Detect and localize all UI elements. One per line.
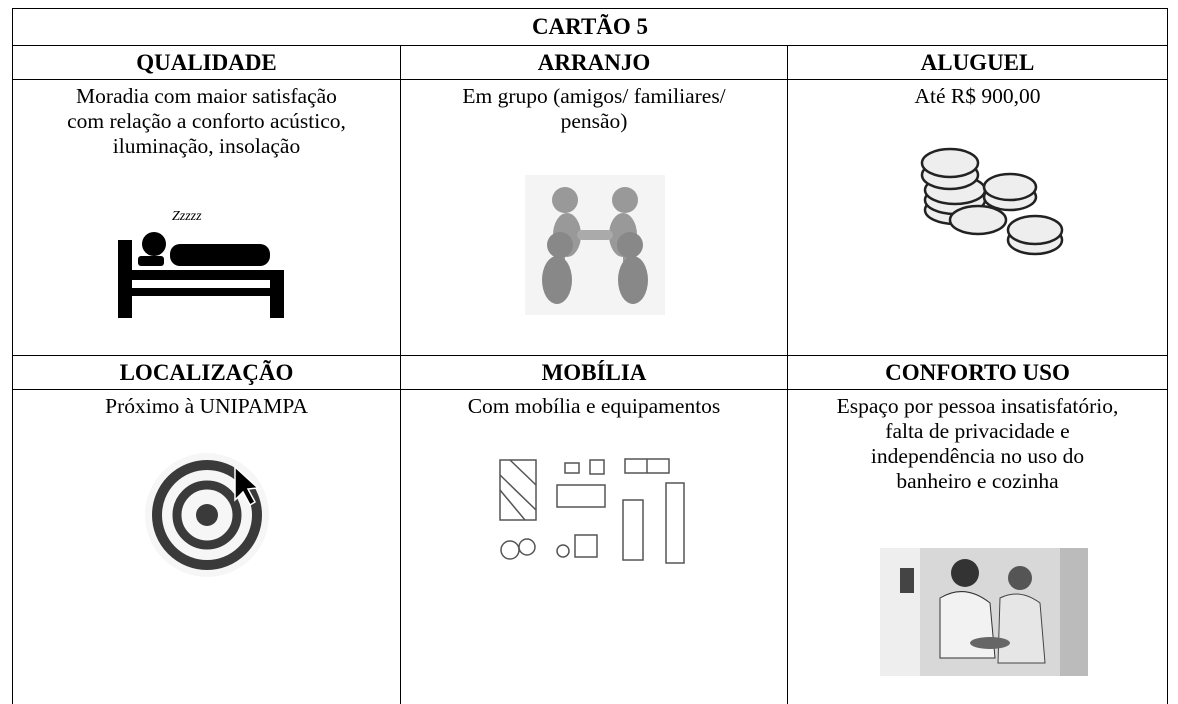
cell-line: banheiro e cozinha [896, 469, 1059, 493]
furniture-icon [499, 458, 685, 564]
cell-line: independência no uso do [870, 444, 1085, 468]
cell-line: Até R$ 900,00 [914, 84, 1041, 108]
cell-body: Moradia com maior satisfação com relação … [12, 79, 401, 356]
group-icon [525, 175, 665, 315]
sleep-icon: Zzzzz [118, 209, 284, 318]
cell-line: Próximo à UNIPAMPA [105, 394, 308, 418]
cell-line: Em grupo (amigos/ familiares/ [462, 84, 726, 108]
card-title: CARTÃO 5 [12, 8, 1168, 46]
cell-body: Até R$ 900,00 [787, 79, 1168, 356]
cell-line: falta de privacidade e [885, 419, 1070, 443]
cell-body: Com mobília e equipamentos [400, 389, 788, 704]
couple-photo [880, 548, 1088, 676]
cell-heading: ARRANJO [400, 45, 788, 80]
cell-line: Com mobília e equipamentos [467, 394, 721, 418]
cell-line: com relação a conforto acústico, [67, 109, 346, 133]
cell-heading: MOBÍLIA [400, 355, 788, 390]
sleep-text: Zzzzz [172, 209, 202, 224]
cell-line: Moradia com maior satisfação [76, 84, 337, 108]
cell-body: Em grupo (amigos/ familiares/pensão) [400, 79, 788, 356]
cell-line: Espaço por pessoa insatisfatório, [836, 394, 1119, 418]
cell-heading: LOCALIZAÇÃO [12, 355, 401, 390]
cell-body: Espaço por pessoa insatisfatório, falta d… [787, 389, 1168, 704]
cell-heading: QUALIDADE [12, 45, 401, 80]
coins-icon [920, 147, 1064, 256]
cell-heading: CONFORTO USO [787, 355, 1168, 390]
cell-line: iluminação, insolação [112, 134, 301, 158]
cell-line: pensão) [560, 109, 628, 133]
cell-heading: ALUGUEL [787, 45, 1168, 80]
target-icon [145, 453, 269, 577]
